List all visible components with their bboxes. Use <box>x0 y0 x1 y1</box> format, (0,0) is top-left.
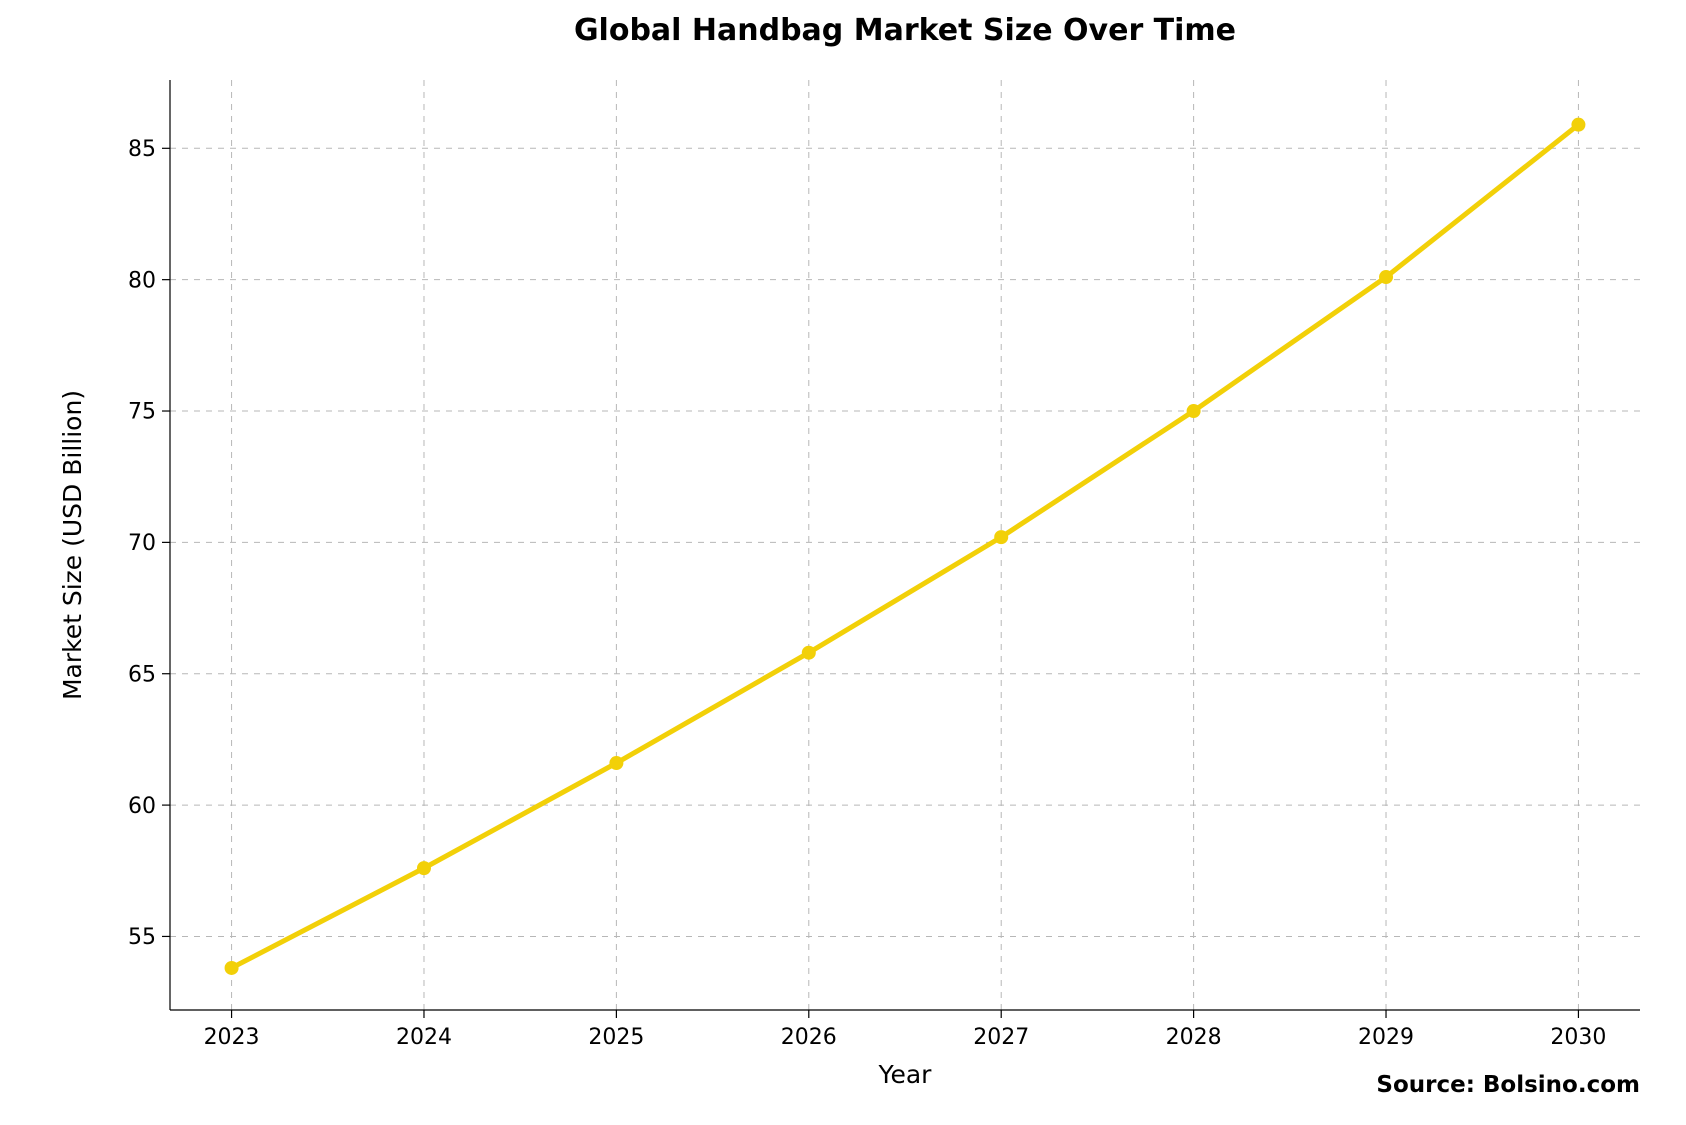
data-point <box>417 861 431 875</box>
y-tick-label: 60 <box>128 794 156 819</box>
chart-title: Global Handbag Market Size Over Time <box>574 13 1236 48</box>
x-tick-label: 2024 <box>396 1025 452 1050</box>
chart-svg: 2023 2024 2025 2026 2027 2028 2029 2030 Year 55 60… <box>0 0 1686 1125</box>
data-point <box>1187 404 1201 418</box>
y-axis: 55 60 65 70 75 80 85 Market Size (USD Billion) <box>58 137 170 950</box>
x-tick-label: 2025 <box>588 1025 644 1050</box>
data-point <box>802 646 816 660</box>
source-credit: Source: Bolsino.com <box>1376 1072 1640 1098</box>
x-tick-label: 2026 <box>781 1025 837 1050</box>
x-tick-label: 2029 <box>1358 1025 1414 1050</box>
data-point <box>225 961 239 975</box>
y-tick-label: 70 <box>128 531 156 556</box>
y-tick-label: 55 <box>128 925 156 950</box>
y-tick-label: 75 <box>128 400 156 425</box>
y-axis-label: Market Size (USD Billion) <box>58 390 87 700</box>
data-point <box>1379 270 1393 284</box>
x-tick-label: 2027 <box>973 1025 1029 1050</box>
y-tick-label: 85 <box>128 137 156 162</box>
x-tick-label: 2030 <box>1550 1025 1606 1050</box>
data-point <box>609 756 623 770</box>
chart-container: 2023 2024 2025 2026 2027 2028 2029 2030 Year 55 60… <box>0 0 1686 1125</box>
y-tick-label: 65 <box>128 662 156 687</box>
data-point <box>994 530 1008 544</box>
data-point <box>1571 118 1585 132</box>
x-axis-label: Year <box>878 1060 933 1089</box>
y-tick-label: 80 <box>128 268 156 293</box>
x-tick-label: 2028 <box>1166 1025 1222 1050</box>
x-tick-label: 2023 <box>204 1025 260 1050</box>
